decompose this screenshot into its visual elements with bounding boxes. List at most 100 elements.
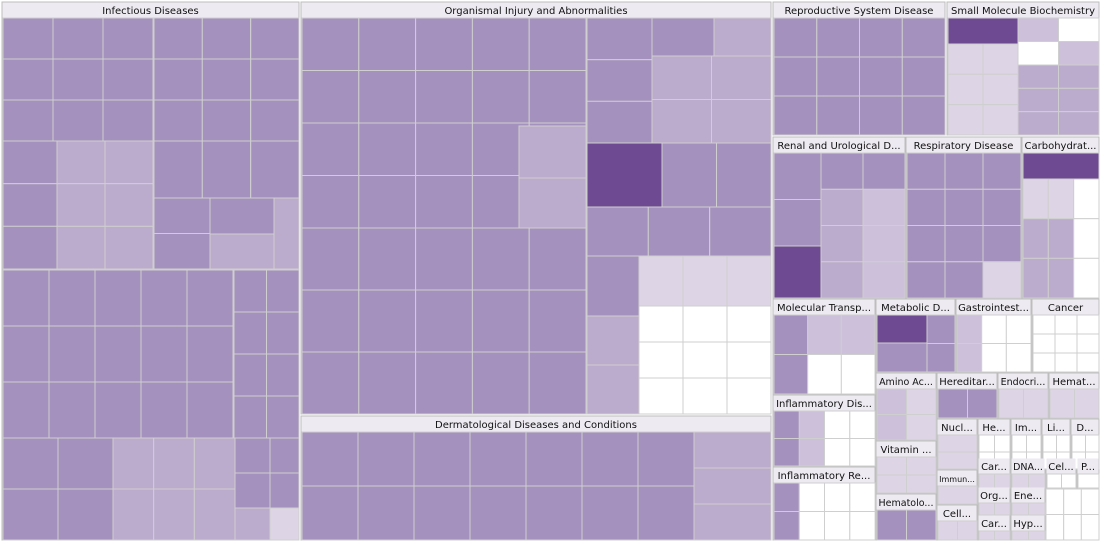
treemap-cell[interactable] [586,17,653,61]
treemap-cell[interactable] [682,255,728,307]
treemap-cell[interactable] [726,377,772,415]
treemap-cell[interactable] [112,437,155,490]
treemap-cell[interactable] [709,206,772,257]
treemap-cell[interactable] [1005,343,1032,373]
treemap-cell[interactable] [250,140,300,199]
treemap-cell[interactable] [849,410,876,439]
treemap-cell[interactable] [906,225,946,263]
treemap-cell[interactable] [711,99,772,144]
treemap-cell[interactable] [415,17,473,71]
treemap-cell[interactable] [57,488,114,541]
treemap-cell[interactable] [358,122,417,176]
treemap-cell[interactable] [1017,64,1059,89]
treemap-cell[interactable] [1017,111,1059,136]
treemap-cell[interactable] [201,17,252,60]
treemap-cell[interactable] [982,188,1022,227]
treemap-cell[interactable] [711,55,772,100]
treemap-cell[interactable] [638,305,684,343]
treemap-cell[interactable] [937,434,978,453]
treemap-cell[interactable] [773,245,822,299]
treemap-cell[interactable] [186,269,234,327]
treemap-cell[interactable] [104,140,154,185]
treemap-cell[interactable] [661,142,717,208]
treemap-cell[interactable] [528,351,587,415]
treemap-cell[interactable] [1023,388,1049,419]
treemap-cell[interactable] [1058,111,1100,136]
treemap-cell[interactable] [637,431,695,487]
treemap-cell[interactable] [1045,488,1065,515]
treemap-cell[interactable] [301,70,360,124]
treemap-cell[interactable] [112,488,155,541]
treemap-cell[interactable] [1061,473,1077,489]
treemap-cell[interactable] [48,269,96,327]
treemap-cell[interactable] [876,342,928,373]
treemap-cell[interactable] [937,485,978,505]
treemap-cell[interactable] [586,142,663,208]
treemap-cell[interactable] [981,343,1007,373]
treemap-cell[interactable] [1049,388,1075,419]
treemap-cell[interactable] [682,305,728,343]
treemap-cell[interactable] [201,58,252,101]
treemap-cell[interactable] [906,388,937,415]
treemap-cell[interactable] [1026,434,1042,453]
treemap-cell[interactable] [1045,514,1065,541]
treemap-cell[interactable] [201,140,252,199]
treemap-cell[interactable] [1022,218,1049,259]
treemap-cell[interactable] [528,227,587,291]
treemap-cell[interactable] [726,255,772,307]
treemap-cell[interactable] [682,341,728,379]
treemap-cell[interactable] [978,530,995,541]
treemap-cell[interactable] [269,437,300,474]
treemap-cell[interactable] [956,343,983,373]
treemap-cell[interactable] [816,95,861,136]
treemap-cell[interactable] [982,225,1022,263]
treemap-cell[interactable] [798,438,826,467]
treemap-cell[interactable] [807,354,842,395]
treemap-cell[interactable] [647,206,711,257]
treemap-cell[interactable] [982,73,1019,106]
treemap-cell[interactable] [233,395,267,439]
treemap-cell[interactable] [773,56,818,97]
treemap-cell[interactable] [153,58,203,101]
treemap-cell[interactable] [859,17,903,58]
treemap-cell[interactable] [586,364,640,415]
treemap-cell[interactable] [1076,333,1100,354]
treemap-cell[interactable] [994,473,1011,489]
treemap-cell[interactable] [234,437,271,474]
treemap-cell[interactable] [726,341,772,379]
treemap-cell[interactable] [981,314,1007,344]
treemap-cell[interactable] [1054,314,1078,335]
treemap-cell[interactable] [525,431,583,487]
treemap-cell[interactable] [901,95,946,136]
treemap-cell[interactable] [982,104,1019,136]
treemap-cell[interactable] [978,473,995,489]
treemap-cell[interactable] [301,289,360,353]
treemap-cell[interactable] [52,17,104,60]
treemap-cell[interactable] [140,269,188,327]
treemap-cell[interactable] [876,388,907,415]
treemap-cell[interactable] [716,142,772,208]
treemap-cell[interactable] [982,152,1022,190]
treemap-cell[interactable] [773,482,800,512]
treemap-cell[interactable] [413,431,471,487]
treemap-cell[interactable] [798,511,826,541]
treemap-cell[interactable] [849,438,876,467]
treemap-cell[interactable] [824,511,851,541]
treemap-cell[interactable] [94,381,142,439]
treemap-cell[interactable] [57,437,114,490]
treemap-cell[interactable] [947,104,984,136]
treemap-cell[interactable] [1042,434,1057,453]
treemap-cell[interactable] [998,388,1024,419]
treemap-cell[interactable] [824,438,851,467]
treemap-cell[interactable] [301,122,360,176]
treemap-cell[interactable] [862,261,906,299]
treemap-cell[interactable] [153,437,195,490]
treemap-cell[interactable] [926,314,956,344]
treemap-cell[interactable] [358,289,417,353]
treemap-cell[interactable] [358,227,417,291]
treemap-cell[interactable] [234,507,271,541]
treemap-cell[interactable] [651,99,712,144]
treemap-cell[interactable] [876,509,907,541]
treemap-cell[interactable] [528,70,587,124]
treemap-cell[interactable] [266,311,300,355]
